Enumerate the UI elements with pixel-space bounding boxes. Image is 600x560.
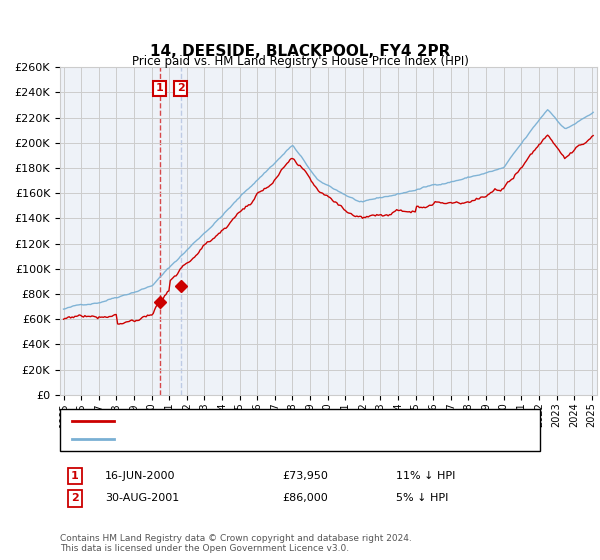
- Text: 2: 2: [71, 493, 79, 503]
- Text: 5% ↓ HPI: 5% ↓ HPI: [396, 493, 448, 503]
- Text: 2: 2: [177, 83, 185, 94]
- Text: Price paid vs. HM Land Registry's House Price Index (HPI): Price paid vs. HM Land Registry's House …: [131, 55, 469, 68]
- Text: 14, DEESIDE, BLACKPOOL, FY4 2PR (detached house): 14, DEESIDE, BLACKPOOL, FY4 2PR (detache…: [120, 416, 398, 426]
- Text: £86,000: £86,000: [282, 493, 328, 503]
- Text: 16-JUN-2000: 16-JUN-2000: [105, 471, 176, 481]
- Text: 1: 1: [156, 83, 164, 94]
- Text: 1: 1: [71, 471, 79, 481]
- Text: Contains HM Land Registry data © Crown copyright and database right 2024.
This d: Contains HM Land Registry data © Crown c…: [60, 534, 412, 553]
- Text: 11% ↓ HPI: 11% ↓ HPI: [396, 471, 455, 481]
- Text: 30-AUG-2001: 30-AUG-2001: [105, 493, 179, 503]
- Text: 14, DEESIDE, BLACKPOOL, FY4 2PR: 14, DEESIDE, BLACKPOOL, FY4 2PR: [150, 44, 450, 59]
- Text: HPI: Average price, detached house, Blackpool: HPI: Average price, detached house, Blac…: [120, 434, 364, 444]
- Text: £73,950: £73,950: [282, 471, 328, 481]
